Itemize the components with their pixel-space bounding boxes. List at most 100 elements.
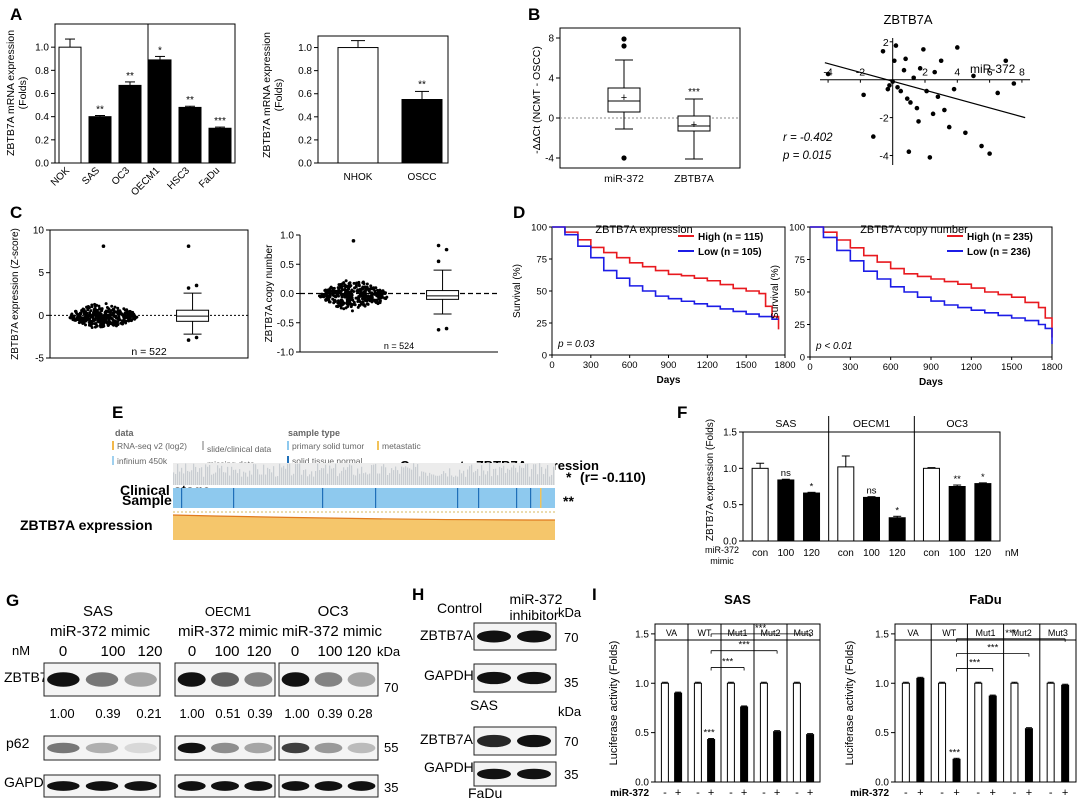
heatmap-clinical-cell (527, 463, 529, 485)
scatter-point (347, 287, 351, 291)
h-marker-35-fadu: 35 (564, 767, 578, 782)
heatmap-clinical-cell (355, 475, 357, 485)
heatmap-clinical-cell (515, 467, 517, 485)
scatter-point (1003, 58, 1009, 64)
scatter-point (92, 307, 96, 311)
scatter-point (340, 282, 344, 286)
h-kda-bottom: kDa (558, 704, 582, 719)
scatter-point (336, 304, 340, 308)
g-quant-oecm1-3: 0.39 (247, 706, 272, 721)
y-tick-label: 4 (548, 74, 554, 85)
x-tick-label: 100 (863, 548, 880, 559)
outlier-point (436, 327, 441, 332)
x-label-left: miR-372 (850, 788, 889, 799)
heatmap-clinical-cell (251, 474, 253, 485)
scatter-point (356, 288, 360, 292)
bar (938, 682, 947, 783)
scatter-point (111, 307, 115, 311)
y-tick-label: 0.8 (298, 66, 312, 77)
bar (792, 682, 801, 783)
outlier-point (444, 326, 449, 331)
scatter-point (357, 280, 361, 284)
scatter-point (70, 315, 74, 319)
blot-band (517, 734, 551, 748)
group-label: OECM1 (853, 418, 891, 430)
y-tick-label: 75 (794, 255, 805, 266)
legend-primary: primary solid tumor (292, 441, 364, 451)
x-tick-label: 1200 (697, 360, 718, 371)
scatter-point (105, 309, 109, 313)
g-quant-sas-2: 0.39 (95, 706, 120, 721)
bar (674, 692, 683, 783)
bar (660, 682, 669, 783)
scatter-point (339, 293, 343, 297)
scatter-point (71, 318, 75, 322)
bracket-label: *** (1005, 628, 1016, 639)
scatter-point (70, 312, 74, 316)
y-axis-label: Luciferase activity (Folds) (608, 641, 620, 766)
scatter-point (383, 296, 387, 300)
heatmap-clinical-cell (213, 473, 215, 485)
scatter-point (932, 69, 937, 75)
scatter-point (898, 88, 904, 94)
heatmap-clinical-cell (177, 463, 179, 485)
scatter-point (116, 316, 120, 320)
heatmap-clinical-cell (463, 470, 465, 485)
scatter-point (880, 48, 886, 54)
scatter-point (365, 282, 369, 286)
sample-size-label: n = 524 (384, 341, 414, 351)
scatter-point (104, 302, 108, 306)
blot-band (477, 768, 511, 780)
heatmap-clinical-cell (335, 463, 337, 485)
scatter-point (100, 313, 104, 317)
heatmap-clinical-cell (293, 473, 295, 485)
scatter-point (359, 294, 363, 298)
regression-line (824, 62, 1026, 119)
g-dose-sas-100: 100 (100, 643, 125, 660)
x-tick-label: 120 (889, 548, 906, 559)
h-inhibitor-line1: miR-372 (510, 591, 563, 607)
heatmap-clinical-cell (305, 469, 307, 485)
g-cell-oecm1: OECM1 (205, 604, 251, 619)
heatmap-clinical-cell (225, 472, 227, 485)
y-axis-label: ZBTB7A expression (Z-score) (10, 228, 21, 360)
y-tick-label: 1.0 (35, 43, 49, 54)
scatter-point (361, 287, 365, 291)
panel-label-a: A (10, 5, 22, 24)
x-tick-label: OECM1 (129, 165, 162, 198)
y-tick-label: 25 (794, 320, 805, 331)
heatmap-clinical-cell (493, 469, 495, 485)
scatter-point (353, 286, 357, 290)
scatter-point (132, 314, 136, 318)
heatmap-clinical-cell (435, 475, 437, 485)
heatmap-clinical-cell (265, 474, 267, 485)
y-axis-label: (Folds) (273, 79, 285, 112)
blot-band (517, 630, 551, 643)
scatter-point (122, 307, 126, 311)
heatmap-clinical-cell (425, 472, 427, 485)
heatmap-clinical-cell (547, 465, 549, 485)
scatter-point (340, 303, 344, 307)
y-tick-label: 0.6 (35, 89, 49, 100)
group-label: VA (907, 628, 918, 638)
y-tick-label: -1.0 (277, 348, 295, 359)
heatmap-clinical-cell (347, 467, 349, 485)
y-tick-label: 0.0 (635, 778, 649, 789)
x-tick-label: 0 (807, 362, 812, 373)
heatmap-clinical-cell (369, 473, 371, 485)
g-dose-oecm1-0: 0 (188, 643, 196, 660)
h-row-zbtb7a-sas: ZBTB7A (420, 627, 474, 643)
y-tick-label: 0.0 (723, 537, 737, 548)
scatter-point (378, 289, 382, 293)
scatter-point (352, 300, 356, 304)
x-axis-label: Days (657, 375, 681, 386)
heatmap-clinical-cell (317, 463, 319, 485)
heatmap-clinical-cell (257, 469, 259, 485)
x-tick-label: 120 (803, 548, 820, 559)
y-tick-label: 0.0 (875, 778, 889, 789)
heatmap-clinical-cell (445, 473, 447, 485)
scatter-point (86, 316, 90, 320)
x-tick-label: 4 (954, 67, 960, 79)
scatter-point (963, 130, 968, 136)
scatter-point (116, 323, 120, 327)
